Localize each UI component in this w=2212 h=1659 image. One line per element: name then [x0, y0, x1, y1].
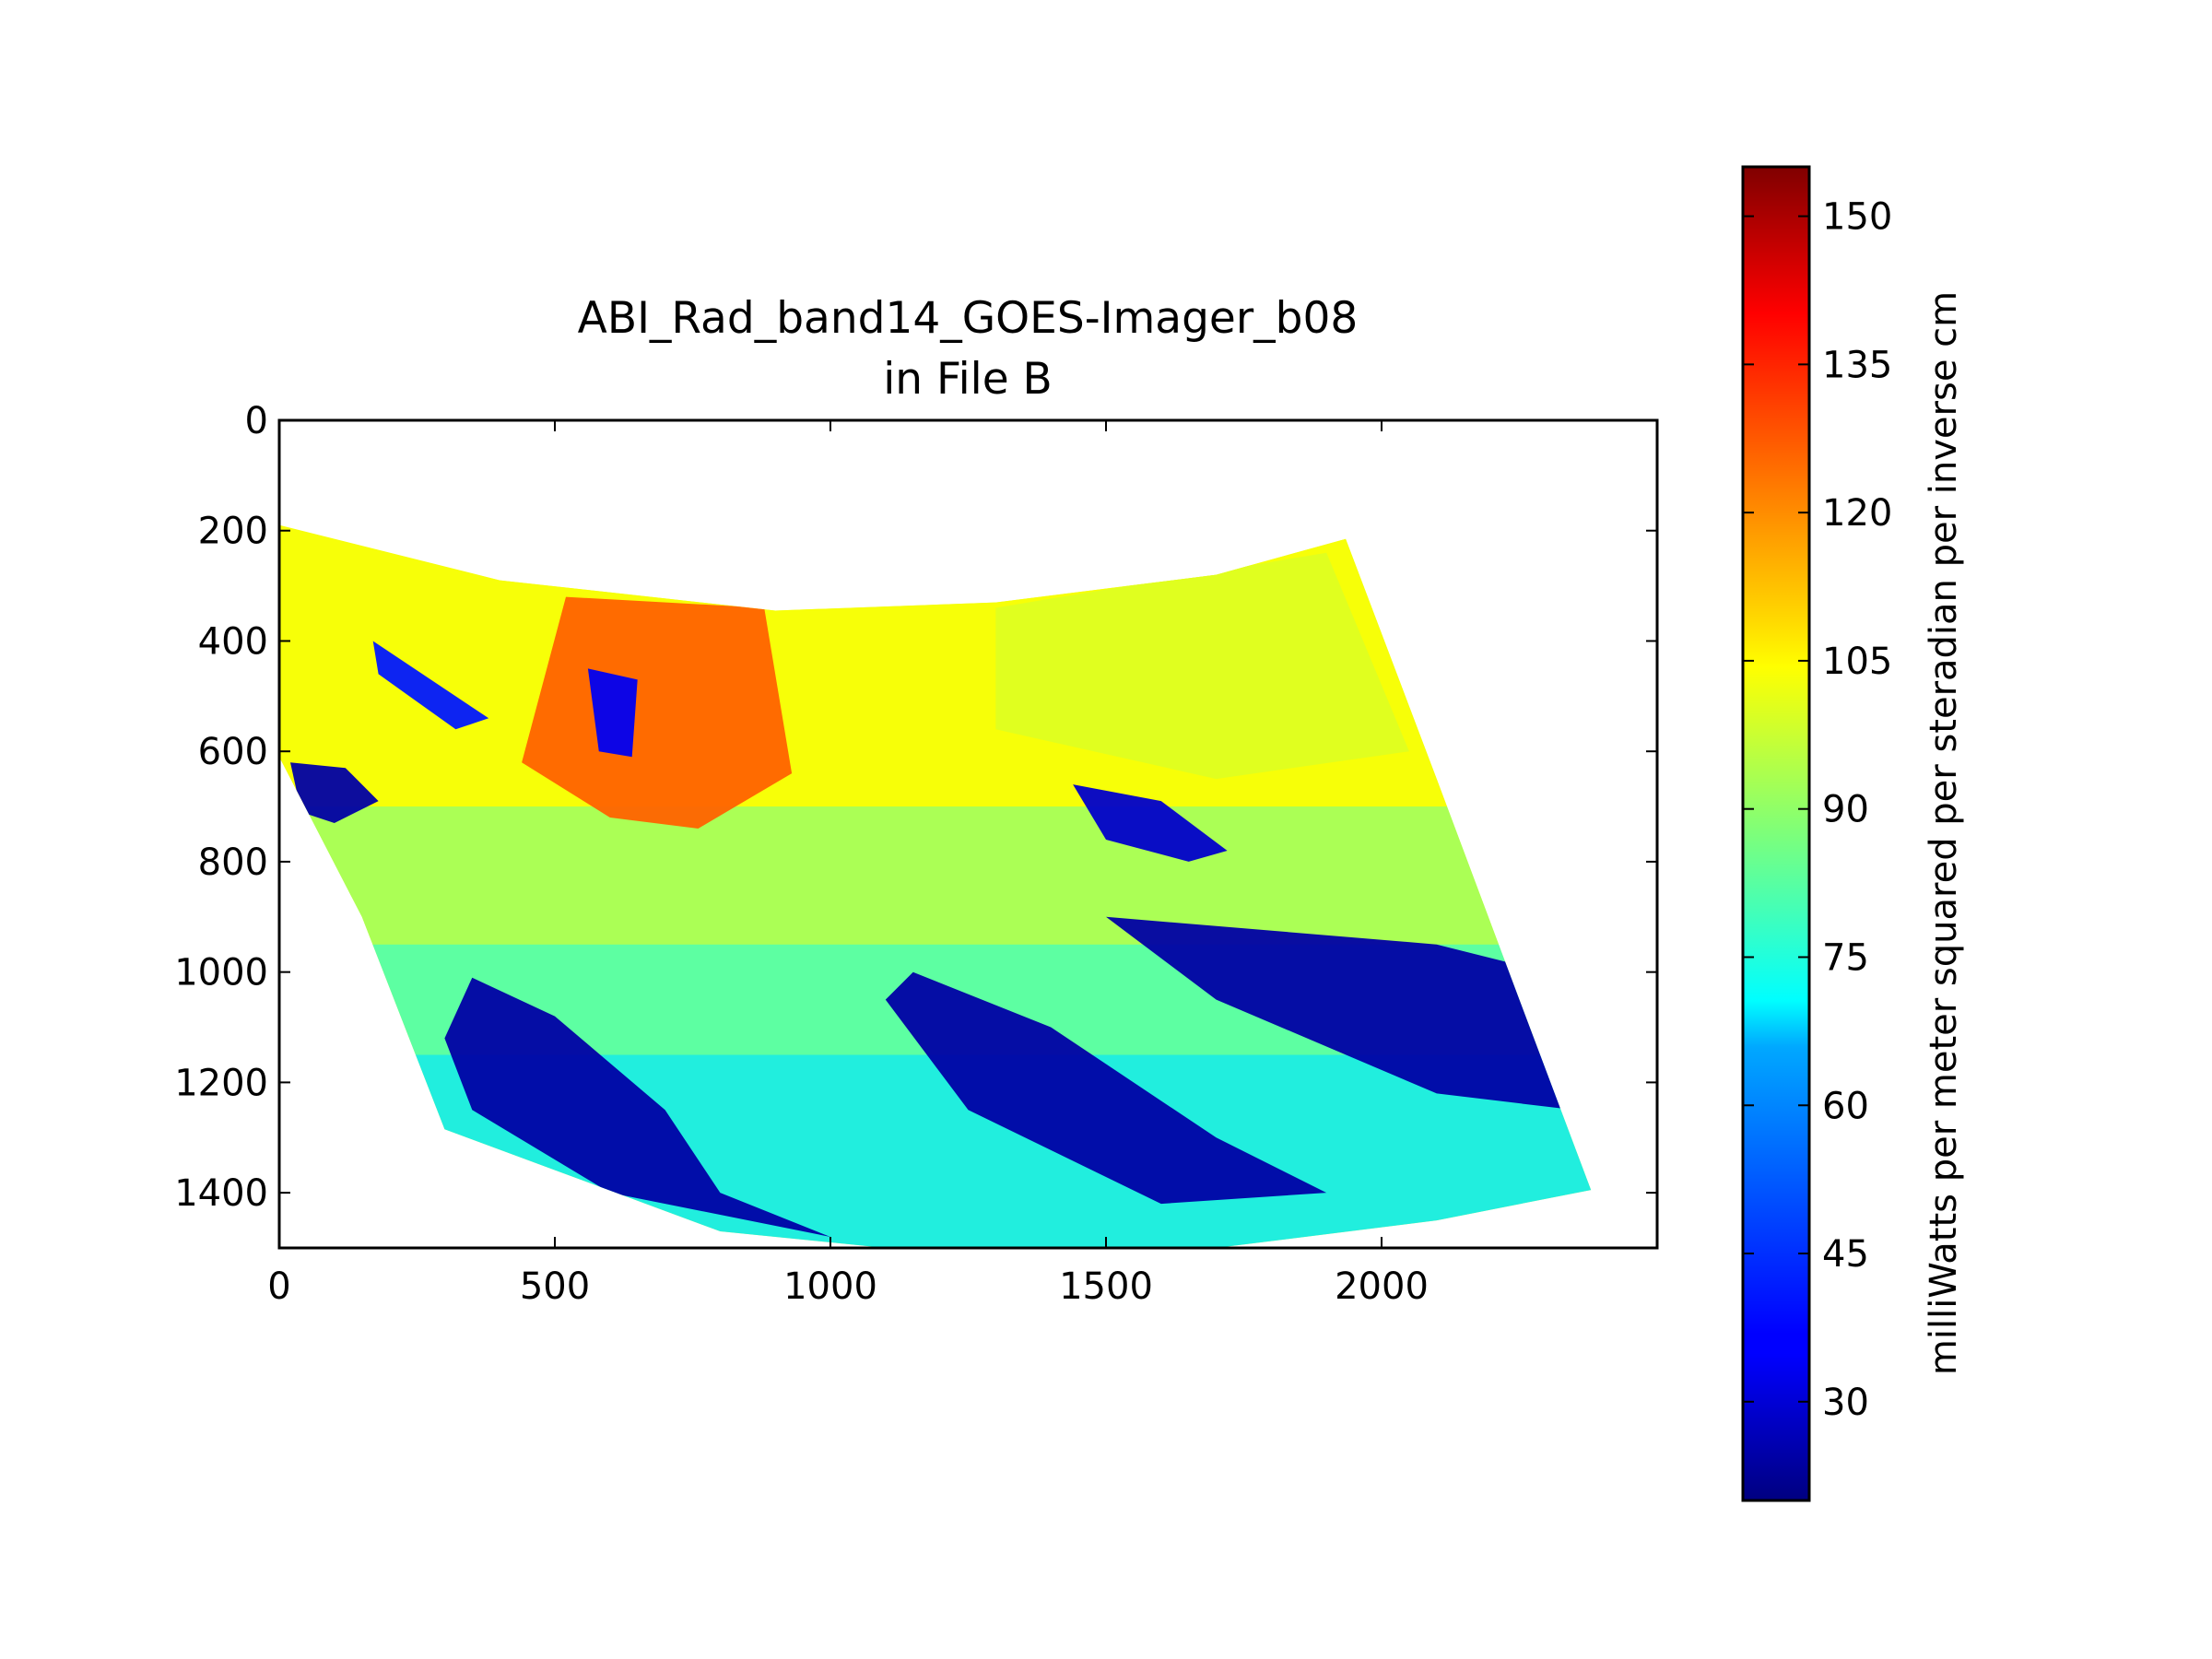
colorbar-label: milliWatts per meter squared per steradi… — [1923, 291, 1965, 1375]
x-tick-label: 2000 — [1335, 1265, 1429, 1308]
colorbar-tick-label: 105 — [1822, 641, 1892, 683]
x-tick-label: 1000 — [783, 1265, 877, 1308]
x-tick-label: 0 — [267, 1265, 290, 1308]
data-region-8 — [587, 668, 638, 758]
chart-title: ABI_Rad_band14_GOES-Imager_b08 — [578, 293, 1359, 344]
swath-shading — [279, 524, 1592, 1248]
y-tick-label: 1000 — [174, 952, 268, 994]
colorbar-tick-label: 90 — [1822, 789, 1869, 831]
colorbar-tick-label: 60 — [1822, 1085, 1869, 1127]
y-tick-label: 1400 — [174, 1172, 268, 1215]
colorbar-tick-label: 75 — [1822, 936, 1869, 979]
y-tick-label: 400 — [198, 620, 268, 663]
x-axis: 0 500 1000 1500 2000 — [267, 420, 1429, 1308]
colorbar-tick-label: 120 — [1822, 492, 1892, 535]
plot-area — [279, 524, 1592, 1248]
data-region-6 — [1073, 784, 1228, 862]
colorbar-tick-label: 150 — [1822, 196, 1892, 239]
shade-band-0 — [279, 524, 1592, 807]
y-tick-label: 800 — [198, 841, 268, 884]
data-region-0 — [522, 596, 793, 829]
shade-band-1 — [279, 806, 1592, 945]
x-tick-label: 500 — [520, 1265, 590, 1308]
plot-frame — [277, 418, 1659, 1250]
colorbar-tick-label: 135 — [1822, 344, 1892, 386]
colorbar-tick-label: 45 — [1822, 1233, 1869, 1276]
data-region-2 — [1106, 916, 1575, 1111]
colorbar — [1741, 165, 1811, 1502]
chart-subtitle: in File B — [883, 354, 1053, 405]
colorbar-tick-label: 30 — [1822, 1382, 1869, 1424]
data-region-4 — [444, 977, 830, 1237]
x-tick-label: 1500 — [1059, 1265, 1153, 1308]
y-tick-label: 1200 — [174, 1062, 268, 1104]
data-region-1 — [995, 552, 1409, 780]
data-region-3 — [885, 971, 1327, 1205]
y-axis: 0 200 400 600 800 1000 1200 1400 — [174, 400, 1657, 1215]
data-region-5 — [290, 762, 379, 823]
y-tick-label: 200 — [198, 511, 268, 553]
data-regions — [290, 552, 1575, 1237]
data-region-7 — [372, 641, 489, 730]
y-tick-label: 0 — [245, 400, 268, 442]
colorbar-axis: 30 45 60 75 90 105 120 135 150 — [1743, 196, 1892, 1424]
y-tick-label: 600 — [198, 731, 268, 773]
